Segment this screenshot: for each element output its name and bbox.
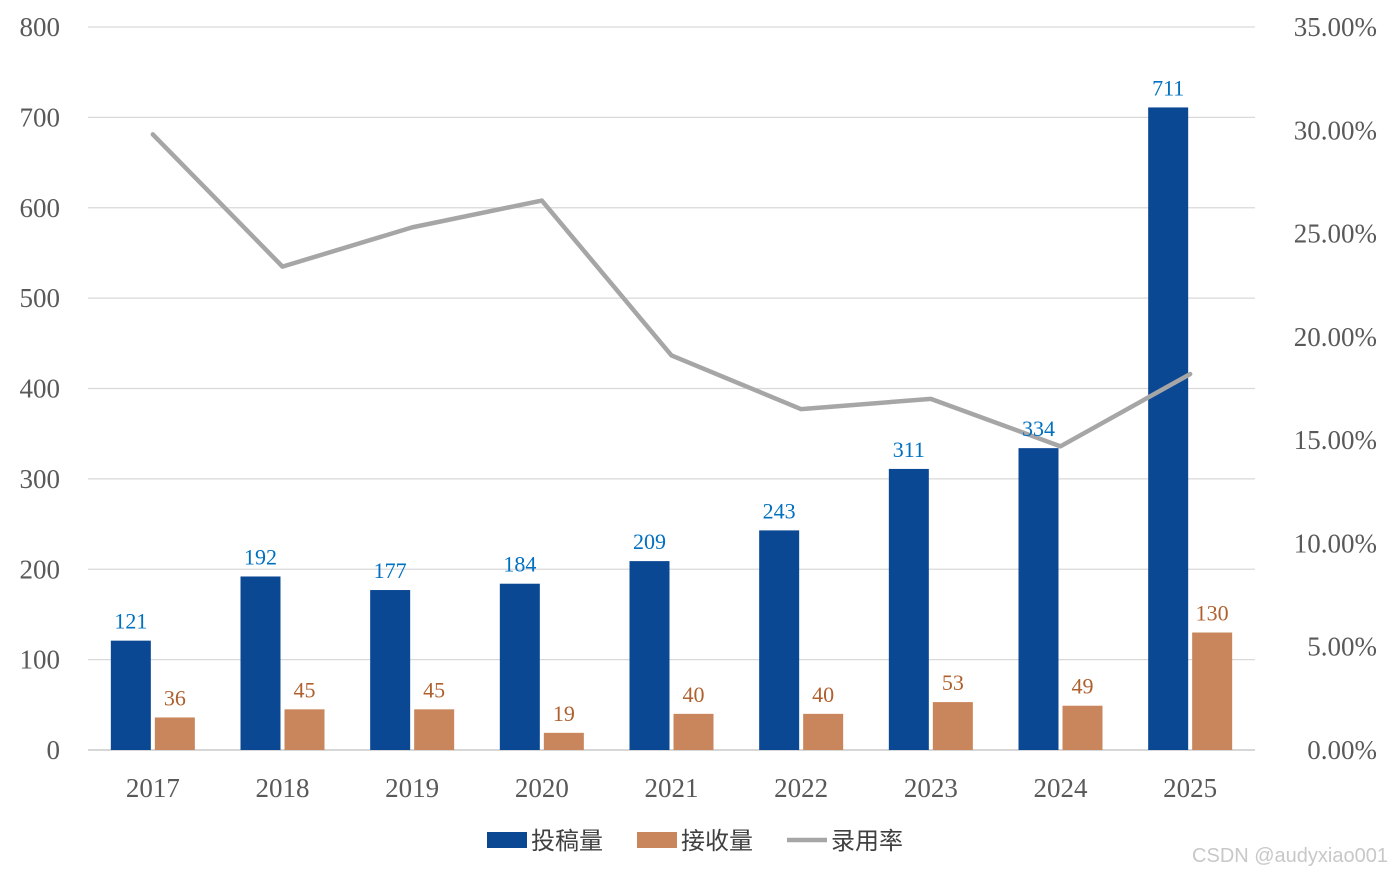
x-tick-label: 2018 xyxy=(256,773,310,803)
x-tick-label: 2022 xyxy=(774,773,828,803)
data-label: 311 xyxy=(893,437,925,462)
data-label: 40 xyxy=(683,682,705,707)
x-tick-label: 2025 xyxy=(1163,773,1217,803)
bar-accepted xyxy=(673,713,714,750)
y-left-tick-label: 100 xyxy=(20,645,61,675)
y-right-tick-label: 10.00% xyxy=(1294,528,1377,558)
bar-area xyxy=(110,107,1233,751)
y-right-tick-label: 20.00% xyxy=(1294,322,1377,352)
bar-submissions xyxy=(1018,448,1059,750)
y-right-tick-label: 35.00% xyxy=(1294,12,1377,42)
data-label: 192 xyxy=(244,544,277,569)
y-right-tick-label: 15.00% xyxy=(1294,425,1377,455)
bar-accepted xyxy=(414,709,455,750)
bar-accepted xyxy=(154,717,195,750)
bar-submissions xyxy=(629,561,670,750)
y-left-tick-label: 0 xyxy=(47,735,61,765)
data-label: 243 xyxy=(763,498,796,523)
y-right-tick-label: 30.00% xyxy=(1294,115,1377,145)
bar-submissions xyxy=(370,590,411,750)
data-label: 40 xyxy=(812,682,834,707)
y-left-tick-label: 700 xyxy=(20,102,61,132)
bar-accepted xyxy=(1062,705,1103,750)
y-left-tick-label: 600 xyxy=(20,193,61,223)
data-labels: 121 192 177 184 209 243 311 334 711 36 45 45 19 40 40 5… xyxy=(114,75,1228,725)
y-left-tick-label: 500 xyxy=(20,283,61,313)
y-right-tick-label: 0.00% xyxy=(1307,735,1377,765)
legend-label: 接收量 xyxy=(681,827,753,855)
data-label: 45 xyxy=(294,677,316,702)
y-right-tick-label: 5.00% xyxy=(1307,632,1377,662)
data-label: 121 xyxy=(114,609,147,634)
x-tick-label: 2019 xyxy=(385,773,439,803)
y-left-tick-label: 300 xyxy=(20,464,61,494)
y-left-tick-label: 200 xyxy=(20,554,61,584)
bar-accepted xyxy=(284,709,325,750)
y-left-tick-label: 400 xyxy=(20,374,61,404)
line-area xyxy=(150,132,1193,449)
series-line-acceptance-rate xyxy=(150,132,1193,449)
bar-submissions xyxy=(499,583,540,750)
bar-submissions xyxy=(1148,107,1189,751)
legend-label: 投稿量 xyxy=(531,827,603,855)
bar-submissions xyxy=(759,530,800,750)
x-tick-label: 2020 xyxy=(515,773,569,803)
data-label: 45 xyxy=(423,677,445,702)
gridlines xyxy=(88,26,1255,751)
bar-accepted xyxy=(1192,632,1233,750)
watermark: CSDN @audyxiao001 xyxy=(1192,845,1388,867)
data-label: 49 xyxy=(1072,674,1094,699)
axis-labels: 0 100 200 300 400 500 600 700 800 0.00% 5.00% 10.00… xyxy=(20,12,1378,803)
data-label: 53 xyxy=(942,670,964,695)
bar-submissions xyxy=(240,576,281,750)
data-label: 711 xyxy=(1152,75,1184,100)
data-label: 19 xyxy=(553,701,575,726)
x-tick-label: 2024 xyxy=(1034,773,1089,803)
bar-accepted xyxy=(932,702,973,750)
data-label: 177 xyxy=(374,558,407,583)
y-left-tick-label: 800 xyxy=(20,12,61,42)
x-tick-label: 2017 xyxy=(126,773,180,803)
legend: 投稿量 接收量 录用率 xyxy=(487,827,903,855)
data-label: 334 xyxy=(1022,416,1055,441)
data-label: 36 xyxy=(164,685,186,710)
data-label: 209 xyxy=(633,529,666,554)
legend-swatch xyxy=(487,832,527,848)
bar-submissions xyxy=(110,640,151,750)
x-tick-label: 2023 xyxy=(904,773,958,803)
y-right-tick-label: 25.00% xyxy=(1294,219,1377,249)
bar-accepted xyxy=(543,732,584,750)
bar-accepted xyxy=(803,713,844,750)
legend-swatch xyxy=(637,832,677,848)
legend-label: 录用率 xyxy=(831,827,903,855)
x-tick-label: 2021 xyxy=(645,773,699,803)
data-label: 184 xyxy=(503,552,536,577)
data-label: 130 xyxy=(1196,601,1229,626)
bar-submissions xyxy=(888,468,929,750)
